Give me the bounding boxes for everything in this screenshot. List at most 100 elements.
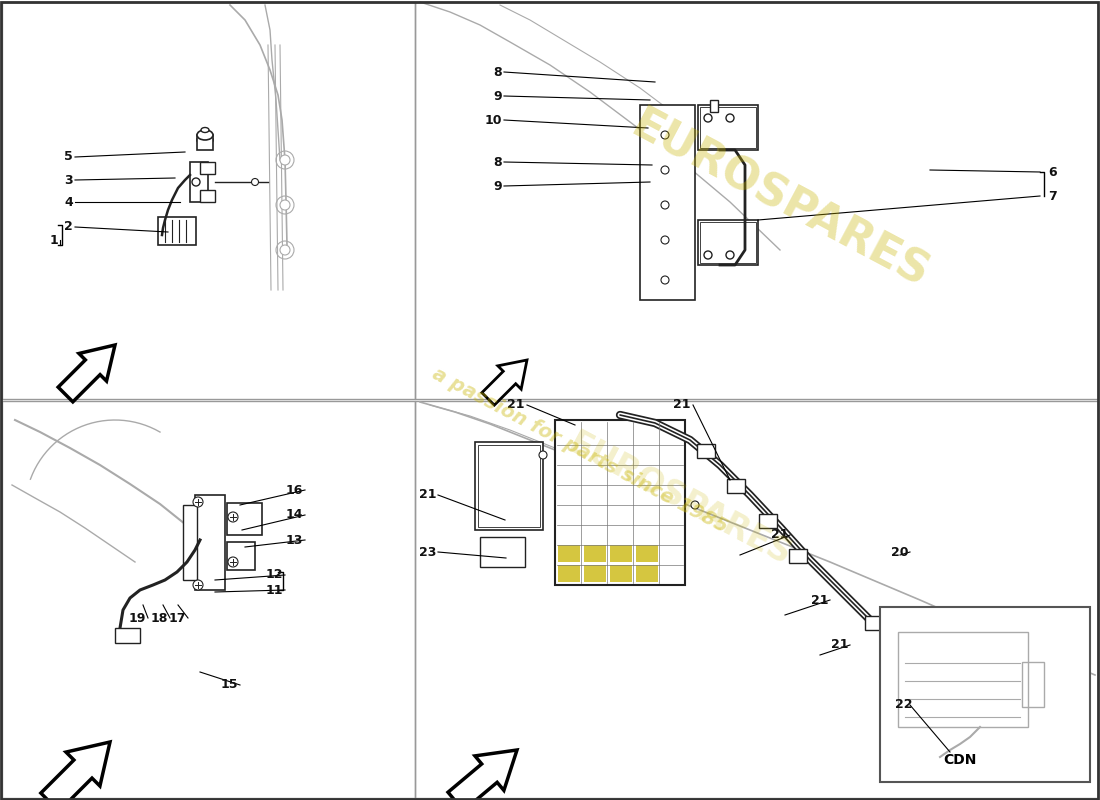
Text: EUROSPARES: EUROSPARES bbox=[624, 103, 936, 297]
Circle shape bbox=[228, 557, 238, 567]
Bar bbox=[698, 105, 758, 150]
Bar bbox=[478, 445, 540, 527]
Bar bbox=[558, 545, 580, 562]
Bar bbox=[698, 220, 758, 265]
Circle shape bbox=[252, 178, 258, 186]
Text: 8: 8 bbox=[494, 155, 502, 169]
Text: 21: 21 bbox=[811, 594, 828, 606]
Text: a passion for parts since 1985: a passion for parts since 1985 bbox=[429, 364, 730, 536]
Circle shape bbox=[661, 131, 669, 139]
Bar bbox=[2, 401, 415, 798]
Text: 8: 8 bbox=[494, 66, 502, 78]
Bar bbox=[415, 2, 1098, 399]
Bar bbox=[584, 565, 606, 582]
Bar bbox=[200, 162, 214, 174]
Text: 21: 21 bbox=[507, 398, 525, 411]
Bar bbox=[227, 542, 255, 570]
Text: 12: 12 bbox=[265, 569, 283, 582]
Ellipse shape bbox=[197, 130, 213, 140]
Ellipse shape bbox=[197, 135, 213, 145]
Bar bbox=[636, 565, 658, 582]
Text: CDN: CDN bbox=[944, 753, 977, 767]
Text: 22: 22 bbox=[895, 698, 913, 711]
Circle shape bbox=[192, 497, 204, 507]
Bar bbox=[183, 505, 197, 580]
Bar bbox=[710, 100, 718, 112]
Bar bbox=[700, 107, 756, 148]
Text: 10: 10 bbox=[484, 114, 502, 126]
Polygon shape bbox=[58, 345, 116, 402]
Bar bbox=[415, 401, 1098, 798]
Circle shape bbox=[661, 236, 669, 244]
Circle shape bbox=[280, 245, 290, 255]
Polygon shape bbox=[41, 742, 110, 800]
Bar bbox=[195, 495, 226, 590]
Bar bbox=[558, 565, 580, 582]
Circle shape bbox=[661, 276, 669, 284]
Circle shape bbox=[704, 251, 712, 259]
Text: 3: 3 bbox=[65, 174, 73, 186]
Bar bbox=[197, 135, 213, 150]
Bar bbox=[480, 537, 525, 567]
Text: 16: 16 bbox=[286, 483, 302, 497]
Text: 20: 20 bbox=[891, 546, 908, 558]
Bar bbox=[610, 565, 632, 582]
Text: 11: 11 bbox=[265, 583, 283, 597]
Bar bbox=[227, 503, 262, 535]
Circle shape bbox=[228, 512, 238, 522]
Text: 21: 21 bbox=[673, 398, 691, 411]
Bar bbox=[190, 162, 208, 202]
Bar bbox=[200, 190, 214, 202]
Bar bbox=[727, 479, 745, 493]
Text: 17: 17 bbox=[168, 611, 186, 625]
Bar bbox=[584, 545, 606, 562]
Text: EUROSPARES: EUROSPARES bbox=[563, 427, 798, 573]
Text: 6: 6 bbox=[1048, 166, 1057, 178]
Circle shape bbox=[539, 451, 547, 459]
Text: 7: 7 bbox=[1048, 190, 1057, 202]
Circle shape bbox=[691, 501, 698, 509]
Text: 2: 2 bbox=[64, 221, 73, 234]
Circle shape bbox=[192, 580, 204, 590]
Bar bbox=[610, 545, 632, 562]
Bar bbox=[759, 514, 777, 528]
Bar bbox=[158, 217, 196, 245]
Bar bbox=[2, 2, 415, 399]
Text: 23: 23 bbox=[419, 546, 436, 558]
Text: 14: 14 bbox=[286, 509, 302, 522]
Circle shape bbox=[726, 114, 734, 122]
Bar bbox=[865, 616, 890, 630]
Text: 13: 13 bbox=[286, 534, 302, 546]
Polygon shape bbox=[482, 360, 527, 405]
Polygon shape bbox=[448, 750, 517, 800]
Circle shape bbox=[726, 251, 734, 259]
Bar bbox=[697, 444, 715, 458]
Bar bbox=[1022, 662, 1044, 707]
Text: 4: 4 bbox=[64, 195, 73, 209]
Circle shape bbox=[661, 201, 669, 209]
Bar bbox=[556, 420, 685, 585]
Text: 15: 15 bbox=[220, 678, 238, 691]
Bar bbox=[898, 632, 1028, 727]
Text: 21: 21 bbox=[418, 489, 436, 502]
Bar bbox=[640, 105, 695, 300]
Text: 19: 19 bbox=[129, 611, 146, 625]
Bar bbox=[636, 545, 658, 562]
Bar bbox=[116, 628, 140, 643]
Text: 21: 21 bbox=[770, 529, 788, 542]
Text: 18: 18 bbox=[151, 611, 168, 625]
Circle shape bbox=[661, 166, 669, 174]
Text: 5: 5 bbox=[64, 150, 73, 163]
Circle shape bbox=[192, 178, 200, 186]
Bar bbox=[700, 222, 756, 263]
Ellipse shape bbox=[201, 127, 209, 133]
Bar bbox=[880, 607, 1090, 782]
Circle shape bbox=[704, 114, 712, 122]
Text: 9: 9 bbox=[494, 179, 502, 193]
Text: 1: 1 bbox=[50, 234, 58, 246]
Text: 9: 9 bbox=[494, 90, 502, 102]
Bar bbox=[475, 442, 543, 530]
Text: 21: 21 bbox=[830, 638, 848, 651]
Circle shape bbox=[280, 200, 290, 210]
Bar bbox=[789, 549, 807, 563]
